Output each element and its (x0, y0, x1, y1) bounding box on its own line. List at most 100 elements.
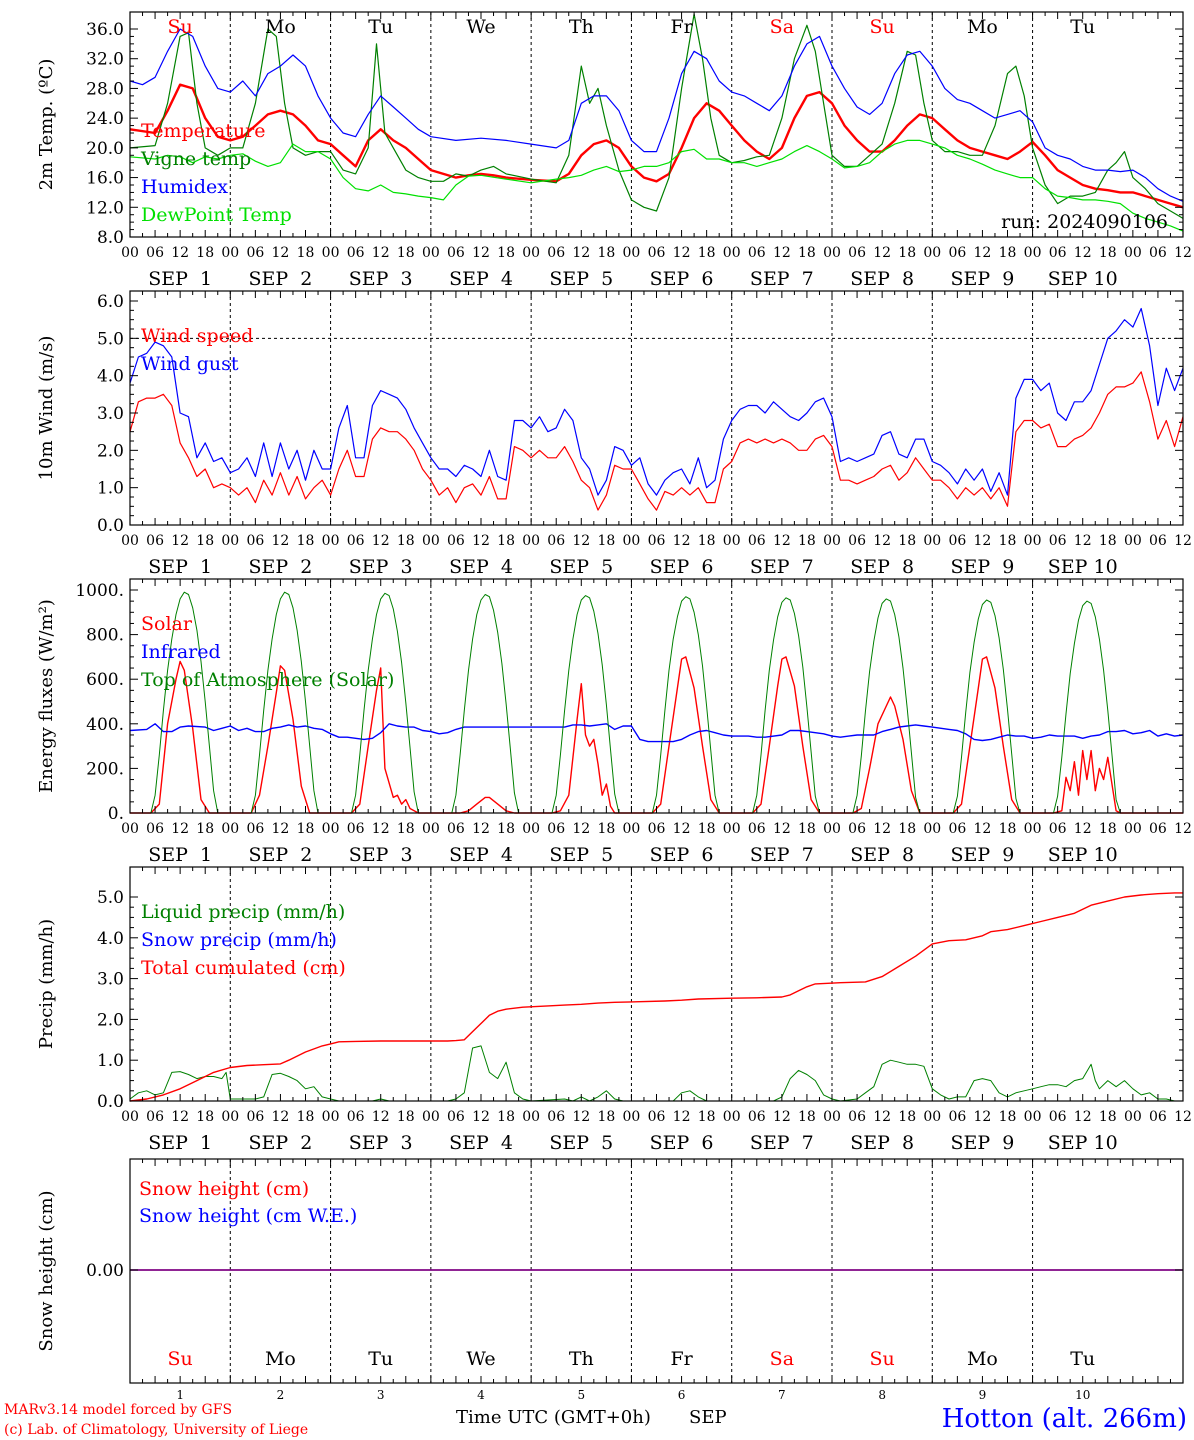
weekday-label: Su (168, 1348, 193, 1370)
y-tick-label: 4.0 (97, 367, 124, 387)
y-tick-label: 1.0 (97, 479, 124, 499)
hour-tick-label: 12 (372, 533, 390, 549)
weekday-label: Tu (368, 1348, 393, 1370)
hour-tick-label: 00 (422, 245, 440, 261)
date-label: SEP 1 (148, 844, 212, 866)
legend-entry: Snow height (cm) (139, 1178, 309, 1200)
day-number-label: 6 (678, 1388, 686, 1402)
date-label: SEP 4 (449, 268, 513, 290)
date-label: SEP 8 (850, 844, 914, 866)
hour-tick-label: 06 (948, 245, 966, 261)
hour-tick-label: 00 (823, 533, 841, 549)
legend-entry: Snow height (cm W.E.) (139, 1205, 357, 1227)
series-line-top-of-atmosphere-solar (130, 591, 1183, 814)
hour-tick-label: 18 (597, 245, 615, 261)
hour-tick-label: 12 (873, 245, 891, 261)
weekday-label: Fr (670, 16, 693, 38)
hour-tick-label: 12 (572, 821, 590, 837)
hour-tick-label: 00 (723, 245, 741, 261)
weekday-label: Tu (1070, 16, 1095, 38)
y-tick-label: 6.0 (97, 292, 124, 312)
hour-tick-label: 00 (422, 533, 440, 549)
y-tick-label: 12.0 (86, 198, 124, 218)
x-axis-label: Time UTC (GMT+0h) (456, 1407, 651, 1428)
hour-tick-label: 18 (297, 533, 315, 549)
y-tick-label: 2.0 (97, 441, 124, 461)
panel-3: 0. 200. 400. 600. 800. 1000. Energy fluxes (W/… (36, 578, 1192, 866)
hour-tick-label: 00 (923, 821, 941, 837)
x-axis-month: SEP (689, 1407, 727, 1428)
legend-entry: Total cumulated (cm) (141, 957, 346, 979)
weekday-label: Tu (368, 16, 393, 38)
y-tick-label: 3.0 (97, 404, 124, 424)
weekday-label: Su (870, 1348, 895, 1370)
hour-tick-label: 12 (1174, 245, 1192, 261)
hour-tick-label: 18 (798, 821, 816, 837)
hour-tick-label: 18 (497, 533, 515, 549)
hour-tick-label: 12 (1074, 821, 1092, 837)
y-axis-label: Snow height (cm) (36, 1190, 57, 1351)
hour-tick-label: 00 (1024, 821, 1042, 837)
legend-entry: Infrared (141, 641, 221, 663)
hour-tick-label: 00 (221, 533, 239, 549)
date-label: SEP 10 (1048, 268, 1118, 290)
hour-tick-label: 12 (1074, 245, 1092, 261)
hour-tick-label: 06 (246, 245, 264, 261)
date-label: SEP 4 (449, 556, 513, 578)
hour-tick-label: 00 (121, 245, 139, 261)
hour-tick-label: 18 (898, 533, 916, 549)
date-label: SEP 2 (249, 556, 313, 578)
station-label: Hotton (alt. 266m) (942, 1404, 1187, 1434)
y-tick-label: 4.0 (97, 929, 124, 949)
hour-tick-label: 06 (948, 533, 966, 549)
date-label: SEP 9 (951, 844, 1015, 866)
hour-tick-label: 00 (422, 821, 440, 837)
date-label: SEP 1 (148, 1132, 212, 1154)
weekday-label: Mo (967, 16, 998, 38)
hour-tick-label: 00 (221, 1109, 239, 1125)
y-axis-label: Energy fluxes (W/m²) (36, 599, 57, 793)
hour-tick-label: 06 (447, 1109, 465, 1125)
legend-entry: Snow precip (mm/h) (141, 929, 337, 951)
date-label: SEP 3 (349, 556, 413, 578)
hour-tick-label: 12 (472, 245, 490, 261)
hour-tick-label: 06 (1149, 533, 1167, 549)
y-tick-label: 1000. (75, 581, 124, 601)
hour-tick-label: 00 (1024, 533, 1042, 549)
credit-line-1: MARv3.14 model forced by GFS (4, 1402, 232, 1418)
hour-tick-label: 06 (748, 1109, 766, 1125)
day-number-label: 2 (277, 1388, 285, 1402)
hour-tick-label: 00 (522, 1109, 540, 1125)
hour-tick-label: 00 (121, 533, 139, 549)
hour-tick-label: 06 (1149, 245, 1167, 261)
hour-tick-label: 18 (999, 1109, 1017, 1125)
y-tick-label: 16.0 (86, 169, 124, 189)
y-tick-label: 0.0 (97, 516, 124, 536)
hour-tick-label: 06 (748, 245, 766, 261)
hour-tick-label: 06 (848, 245, 866, 261)
y-tick-label: 2.0 (97, 1010, 124, 1030)
hour-tick-label: 00 (1124, 245, 1142, 261)
series-line-liquid-precip-mm-h (129, 1045, 1183, 1102)
hour-tick-label: 12 (472, 1109, 490, 1125)
hour-tick-label: 12 (372, 245, 390, 261)
series-line-temperature (129, 83, 1184, 209)
hour-tick-label: 18 (196, 245, 214, 261)
hour-tick-label: 12 (673, 533, 691, 549)
panel-2: 0.0 1.0 2.0 3.0 4.0 5.0 6.0 10m Wind (m/s) Wind … (36, 290, 1192, 578)
hour-tick-label: 00 (121, 821, 139, 837)
weekday-label: Fr (670, 1348, 693, 1370)
date-label: SEP 2 (249, 268, 313, 290)
hour-tick-label: 00 (723, 1109, 741, 1125)
hour-tick-label: 18 (698, 533, 716, 549)
hour-tick-label: 06 (1049, 245, 1067, 261)
hour-tick-label: 06 (146, 245, 164, 261)
day-number-label: 8 (878, 1388, 886, 1402)
y-tick-label: 0. (108, 804, 124, 824)
hour-tick-label: 12 (472, 821, 490, 837)
day-number-label: 9 (979, 1388, 987, 1402)
legend-entry: Humidex (141, 176, 228, 198)
date-label: SEP 7 (750, 1132, 814, 1154)
hour-tick-label: 06 (146, 533, 164, 549)
hour-tick-label: 06 (848, 821, 866, 837)
